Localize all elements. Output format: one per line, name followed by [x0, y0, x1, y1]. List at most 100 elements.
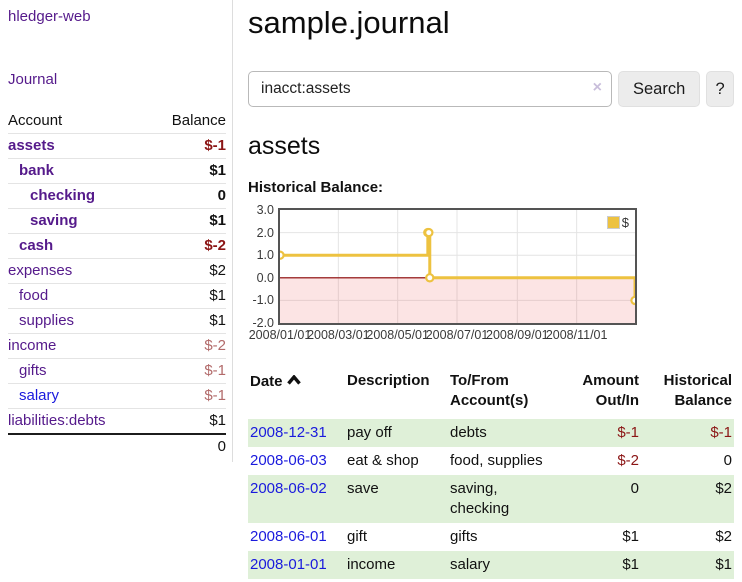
transaction-accounts: salary	[450, 556, 491, 573]
y-axis-tick-label: 1.0	[256, 248, 274, 263]
x-axis-tick-label: 2008/03/01	[307, 328, 370, 342]
legend-label: $	[621, 215, 629, 230]
register-table: Date Description To/From Account(s) Amou…	[248, 369, 734, 579]
x-axis-tick-label: 2008/07/01	[425, 328, 489, 342]
account-balance: $1	[209, 412, 226, 429]
page-title: sample.journal	[248, 5, 450, 40]
account-row: cash $-2	[8, 234, 226, 259]
column-header-date[interactable]: Date	[248, 369, 345, 419]
column-header-balance: Historical Balance	[663, 372, 732, 409]
register-row[interactable]: 2008-06-03 eat & shop food, supplies $-2 0	[248, 447, 734, 475]
x-axis-tick-label: 2008/09/01	[486, 328, 549, 342]
transaction-balance: $2	[715, 480, 732, 497]
account-link[interactable]: salary	[19, 387, 60, 404]
transaction-description: income	[347, 556, 396, 573]
chart-canvas	[280, 210, 635, 323]
column-header-accounts: To/From Account(s)	[450, 372, 529, 409]
search-input[interactable]	[248, 71, 612, 107]
transaction-amount: $-2	[617, 452, 639, 469]
search-form: × Search ?	[248, 71, 734, 107]
account-row: checking 0	[8, 184, 226, 209]
x-axis-labels: 2008/01/01 2008/03/01 2008/05/01 2008/07/01…	[248, 328, 668, 344]
transaction-date-link[interactable]: 2008-06-02	[250, 480, 327, 497]
account-balance-table: Account Balance assets $-1 bank $1 checking 0…	[8, 109, 226, 459]
account-link[interactable]: income	[8, 337, 57, 354]
brand-link[interactable]: hledger-web	[8, 8, 91, 25]
account-link[interactable]: checking	[30, 187, 96, 204]
account-balance: $-1	[204, 137, 226, 154]
chart-plot-area: $	[278, 208, 637, 325]
account-balance: $-2	[204, 337, 226, 354]
y-axis-tick-label: -1.0	[252, 293, 274, 308]
y-axis-tick-label: 2.0	[256, 225, 274, 240]
account-link[interactable]: supplies	[19, 312, 75, 329]
account-row: salary $-1	[8, 384, 226, 409]
clear-search-icon[interactable]: ×	[592, 79, 602, 96]
account-heading: assets	[248, 132, 321, 160]
column-header-amount: Amount Out/In	[582, 372, 639, 409]
y-axis-tick-label: -2.0	[252, 316, 274, 330]
transaction-description: pay off	[347, 424, 392, 441]
register-row[interactable]: 2008-06-01 gift gifts $1 $2	[248, 523, 734, 551]
account-balance: $-1	[204, 362, 226, 379]
account-link[interactable]: liabilities:debts	[8, 412, 106, 429]
x-axis-tick-label: 2008/11/01	[545, 328, 608, 342]
transaction-date-link[interactable]: 2008-06-03	[250, 452, 327, 469]
help-button[interactable]: ?	[706, 71, 734, 107]
transaction-date-link[interactable]: 2008-06-01	[250, 528, 327, 545]
account-row: assets $-1	[8, 134, 226, 159]
transaction-accounts: debts	[450, 424, 487, 441]
transaction-amount: 0	[630, 480, 639, 497]
account-balance: $1	[209, 312, 226, 329]
sidebar: hledger-web Journal Account Balance asse…	[0, 0, 232, 467]
column-header-description: Description	[347, 372, 430, 389]
total-balance: 0	[217, 438, 226, 455]
transaction-description: gift	[347, 528, 368, 545]
account-link[interactable]: bank	[19, 162, 55, 179]
historical-balance-chart: 3.0 2.0 1.0 0.0 -1.0 -2.0 $ 2008/01/01 2008/03…	[248, 203, 734, 348]
account-link[interactable]: expenses	[8, 262, 73, 279]
balance-column-header: Balance	[171, 112, 226, 129]
x-axis-tick-label: 2008/05/01	[366, 328, 429, 342]
transaction-amount: $-1	[617, 424, 639, 441]
account-row: saving $1	[8, 209, 226, 234]
transaction-accounts: gifts	[450, 528, 478, 545]
y-axis-tick-label: 3.0	[256, 203, 274, 217]
transaction-date-link[interactable]: 2008-01-01	[250, 556, 327, 573]
y-axis-tick-label: 0.0	[256, 270, 274, 285]
account-row: gifts $-1	[8, 359, 226, 384]
account-row: food $1	[8, 284, 226, 309]
account-balance: 0	[217, 187, 226, 204]
account-row: bank $1	[8, 159, 226, 184]
account-link[interactable]: cash	[19, 237, 54, 254]
account-balance: $1	[209, 287, 226, 304]
register-table-body: 2008-12-31 pay off debts $-1 $-1 2008-06-03 ea…	[248, 419, 734, 579]
transaction-amount: $1	[622, 528, 639, 545]
search-box: ×	[248, 71, 612, 107]
transaction-accounts: food, supplies	[450, 452, 543, 469]
account-column-header: Account	[8, 112, 63, 129]
account-link[interactable]: saving	[30, 212, 78, 229]
chart-title: Historical Balance:	[248, 179, 384, 196]
account-link[interactable]: gifts	[19, 362, 47, 379]
transaction-balance: $1	[715, 556, 732, 573]
account-table-body: assets $-1 bank $1 checking 0 saving $1 cash $-2 e…	[8, 134, 226, 433]
sidebar-item-journal[interactable]: Journal	[8, 71, 58, 88]
transaction-date-link[interactable]: 2008-12-31	[250, 424, 327, 441]
account-balance: $1	[209, 212, 226, 229]
register-row[interactable]: 2008-12-31 pay off debts $-1 $-1	[248, 419, 734, 447]
account-row: income $-2	[8, 334, 226, 359]
account-row: expenses $2	[8, 259, 226, 284]
legend-swatch	[606, 216, 620, 229]
transaction-accounts: saving, checking	[450, 480, 510, 517]
search-button[interactable]: Search	[618, 71, 701, 107]
transaction-description: eat & shop	[347, 452, 419, 469]
x-axis-tick-label: 2008/01/01	[248, 328, 312, 342]
account-row: supplies $1	[8, 309, 226, 334]
account-link[interactable]: food	[19, 287, 49, 304]
account-link[interactable]: assets	[8, 137, 55, 154]
register-row[interactable]: 2008-06-02 save saving, checking 0 $2	[248, 475, 734, 523]
register-row[interactable]: 2008-01-01 income salary $1 $1	[248, 551, 734, 579]
account-balance: $-1	[204, 387, 226, 404]
main-content: sample.journal × Search ? assets Histori…	[248, 0, 734, 579]
